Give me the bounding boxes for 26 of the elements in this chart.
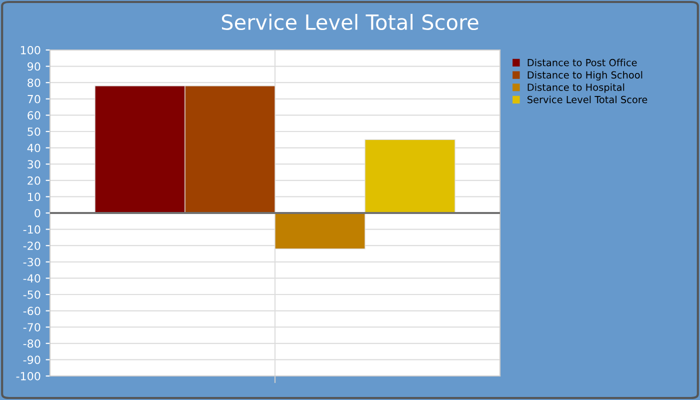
- chart-title: Service Level Total Score: [222, 14, 478, 30]
- y-tick-label: -30: [23, 258, 40, 266]
- y-tick-label: 20: [28, 176, 40, 185]
- y-tick-label: 60: [28, 111, 40, 120]
- y-tick-label: -20: [23, 242, 40, 250]
- y-tick-label: -60: [23, 306, 40, 316]
- y-tick-label: 90: [28, 62, 40, 71]
- y-tick-label: 40: [27, 144, 40, 152]
- y-tick-label: 80: [28, 78, 40, 87]
- y-tick-label: -70: [23, 323, 40, 332]
- y-tick-label: 30: [28, 160, 40, 168]
- legend-label: Distance to Hospital: [528, 83, 624, 93]
- y-tick-label: 100: [20, 46, 40, 54]
- y-tick-label: -40: [23, 274, 40, 283]
- legend-label: Service Level Total Score: [528, 96, 648, 104]
- y-tick-label: -90: [23, 356, 40, 364]
- y-tick-label: 0: [34, 208, 40, 218]
- y-tick-label: -80: [23, 339, 40, 348]
- y-tick-label: 70: [28, 94, 40, 104]
- y-tick-label: 10: [28, 192, 40, 202]
- y-tick-label: 50: [28, 127, 40, 136]
- y-tick-label: -50: [23, 290, 40, 299]
- legend-label: Distance to Post Office: [528, 58, 637, 66]
- legend-label: Distance to High School: [528, 71, 642, 80]
- y-tick-label: -100: [16, 372, 40, 380]
- y-tick-label: -10: [23, 225, 40, 234]
